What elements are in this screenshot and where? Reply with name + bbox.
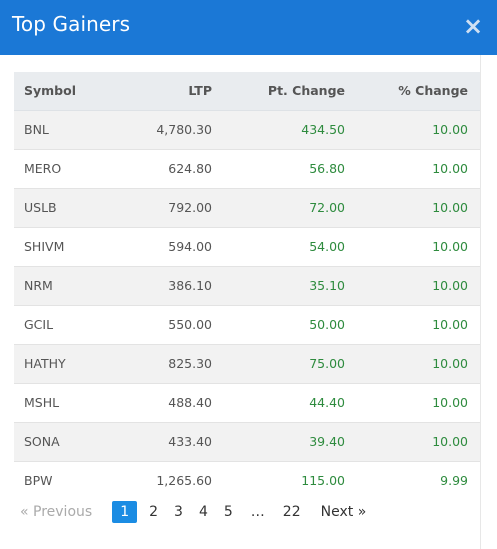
cell-pct-change: 10.00	[357, 148, 480, 188]
table-row[interactable]: USLB 792.00 72.00 10.00	[14, 187, 480, 227]
cell-pct-change: 10.00	[357, 109, 480, 149]
cell-symbol: MSHL	[14, 382, 124, 422]
table-row[interactable]: MERO 624.80 56.80 10.00	[14, 148, 480, 188]
cell-pt-change: 39.40	[224, 421, 357, 461]
page-button-4[interactable]: 4	[198, 504, 208, 520]
cell-symbol: USLB	[14, 187, 124, 227]
table-row[interactable]: MSHL 488.40 44.40 10.00	[14, 382, 480, 422]
table-row[interactable]: BPW 1,265.60 115.00 9.99	[14, 460, 480, 500]
pagination: « Previous 1 2 3 4 5 … 22 Next »	[14, 500, 372, 524]
table-row[interactable]: HATHY 825.30 75.00 10.00	[14, 343, 480, 383]
cell-pct-change: 10.00	[357, 265, 480, 305]
cell-pct-change: 9.99	[357, 460, 480, 500]
page-button-22[interactable]: 22	[282, 504, 301, 520]
next-page-button[interactable]: Next »	[320, 504, 367, 520]
cell-ltp: 594.00	[124, 226, 224, 266]
page-button-2[interactable]: 2	[149, 504, 159, 520]
cell-pct-change: 10.00	[357, 421, 480, 461]
cell-pt-change: 35.10	[224, 265, 357, 305]
cell-pt-change: 75.00	[224, 343, 357, 383]
table-row[interactable]: SONA 433.40 39.40 10.00	[14, 421, 480, 461]
page-button-1[interactable]: 1	[112, 501, 138, 523]
page-button-5[interactable]: 5	[223, 504, 233, 520]
cell-pt-change: 72.00	[224, 187, 357, 227]
page-button-3[interactable]: 3	[174, 504, 183, 520]
table-row[interactable]: GCIL 550.00 50.00 10.00	[14, 304, 480, 344]
table-header-row: Symbol LTP Pt. Change % Change	[14, 72, 480, 111]
cell-ltp: 550.00	[124, 304, 224, 344]
gainers-table: Symbol LTP Pt. Change % Change BNL 4,780.…	[14, 72, 480, 500]
cell-ltp: 624.80	[124, 148, 224, 188]
modal-title: Top Gainers	[12, 12, 131, 36]
table-row[interactable]: SHIVM 594.00 54.00 10.00	[14, 226, 480, 266]
table-row[interactable]: NRM 386.10 35.10 10.00	[14, 265, 480, 305]
column-header-ltp: LTP	[124, 72, 224, 111]
cell-symbol: BNL	[14, 109, 124, 149]
cell-ltp: 1,265.60	[124, 460, 224, 500]
previous-page-button[interactable]: « Previous	[20, 504, 93, 520]
cell-pt-change: 50.00	[224, 304, 357, 344]
cell-pt-change: 44.40	[224, 382, 357, 422]
cell-pct-change: 10.00	[357, 304, 480, 344]
cell-symbol: HATHY	[14, 343, 124, 383]
cell-ltp: 433.40	[124, 421, 224, 461]
cell-pt-change: 434.50	[224, 109, 357, 149]
close-icon[interactable]: ×	[462, 12, 484, 40]
cell-ltp: 386.10	[124, 265, 224, 305]
cell-pct-change: 10.00	[357, 226, 480, 266]
column-header-pt-change: Pt. Change	[224, 72, 357, 111]
cell-symbol: SHIVM	[14, 226, 124, 266]
cell-pct-change: 10.00	[357, 343, 480, 383]
cell-pt-change: 54.00	[224, 226, 357, 266]
cell-pct-change: 10.00	[357, 382, 480, 422]
table-row[interactable]: BNL 4,780.30 434.50 10.00	[14, 109, 480, 149]
cell-symbol: BPW	[14, 460, 124, 500]
scrollbar-track[interactable]	[480, 55, 497, 549]
cell-ltp: 825.30	[124, 343, 224, 383]
gainers-table-container: Symbol LTP Pt. Change % Change BNL 4,780.…	[14, 72, 480, 500]
cell-symbol: SONA	[14, 421, 124, 461]
cell-pt-change: 56.80	[224, 148, 357, 188]
modal-header: Top Gainers ×	[0, 0, 497, 55]
column-header-pct-change: % Change	[357, 72, 480, 111]
column-header-symbol: Symbol	[14, 72, 124, 111]
cell-symbol: GCIL	[14, 304, 124, 344]
cell-pct-change: 10.00	[357, 187, 480, 227]
cell-ltp: 792.00	[124, 187, 224, 227]
cell-ltp: 488.40	[124, 382, 224, 422]
cell-symbol: MERO	[14, 148, 124, 188]
cell-pt-change: 115.00	[224, 460, 357, 500]
pagination-ellipsis: …	[250, 504, 265, 520]
cell-ltp: 4,780.30	[124, 109, 224, 149]
cell-symbol: NRM	[14, 265, 124, 305]
